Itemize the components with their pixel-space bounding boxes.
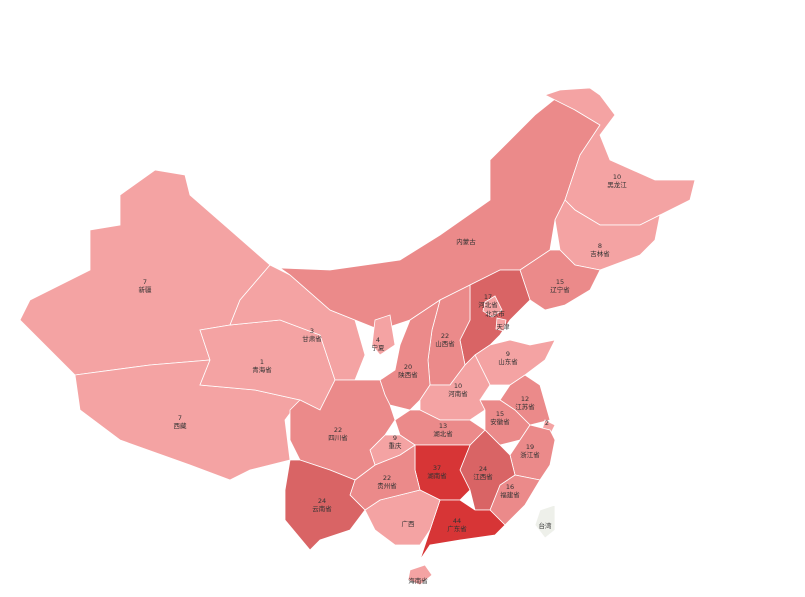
province-value: 19: [526, 443, 534, 451]
province-name: 甘肃省: [302, 334, 322, 343]
province-value: 17: [484, 293, 492, 301]
province-name: 江苏省: [515, 402, 535, 411]
province-ningxia[interactable]: [371, 314, 396, 356]
province-yunnan[interactable]: [284, 459, 366, 551]
province-value: 7: [178, 414, 182, 422]
province-value: 1: [260, 358, 264, 366]
province-value: 24: [479, 465, 487, 473]
province-value: 20: [404, 363, 412, 371]
province-name: 四川省: [328, 433, 348, 442]
province-value: 9: [393, 434, 397, 442]
province-name: 内蒙古: [456, 237, 476, 246]
province-name: 黑龙江: [607, 180, 627, 189]
province-name: 台湾: [539, 521, 553, 530]
province-name: 山西省: [435, 339, 455, 348]
province-value: 3: [310, 327, 314, 335]
province-name: 云南省: [312, 504, 332, 513]
province-name: 北京市: [485, 309, 505, 318]
province-name: 湖南省: [427, 471, 447, 480]
province-value: 37: [433, 464, 441, 472]
province-name: 山东省: [498, 357, 518, 366]
province-value: 10: [454, 382, 462, 390]
province-beijing[interactable]: [482, 295, 503, 318]
province-name: 贵州省: [377, 481, 397, 490]
province-value: 44: [453, 517, 461, 525]
province-shandong[interactable]: [474, 339, 556, 386]
province-value: 10: [613, 173, 621, 181]
province-value: 7: [143, 278, 147, 286]
province-name: 重庆: [389, 441, 403, 450]
province-name: 广东省: [447, 524, 467, 533]
province-name: 河北省: [478, 300, 498, 309]
province-name: 青海省: [252, 365, 272, 374]
province-name: 新疆: [139, 285, 153, 294]
province-value: 22: [441, 332, 449, 340]
province-value: 15: [556, 278, 564, 286]
province-hainan[interactable]: [407, 564, 433, 586]
province-name: 福建省: [500, 490, 520, 499]
province-value: 8: [598, 242, 602, 250]
province-value: 9: [506, 350, 510, 358]
province-name: 河南省: [448, 389, 468, 398]
province-name: 海南省: [408, 576, 428, 585]
province-gansu[interactable]: [229, 264, 366, 381]
province-value: 13: [439, 422, 447, 430]
province-name: 广西: [402, 519, 416, 528]
province-name: 浙江省: [520, 450, 540, 459]
province-name: 安徽省: [490, 417, 510, 426]
province-name: 湖北省: [433, 429, 453, 438]
province-value: 4: [376, 336, 380, 344]
province-value: 2: [545, 419, 549, 427]
province-guangdong[interactable]: [419, 499, 506, 561]
province-name: 西藏: [174, 421, 188, 430]
province-jilin[interactable]: [554, 199, 661, 271]
province-value: 22: [383, 474, 391, 482]
province-value: 22: [334, 426, 342, 434]
province-taiwan[interactable]: [534, 504, 556, 539]
province-value: 16: [506, 483, 514, 491]
province-shapes: [19, 87, 696, 586]
province-value: 24: [318, 497, 326, 505]
province-tianjin[interactable]: [495, 317, 507, 332]
province-name: 天津: [497, 323, 511, 331]
province-value: 15: [496, 410, 504, 418]
province-name: 宁夏: [372, 343, 386, 352]
province-labels: 7新疆7西藏1青海省3甘肃省内蒙古10黑龙江8吉林省15辽宁省17河北省北京市天…: [139, 173, 628, 585]
province-value: 12: [521, 395, 529, 403]
province-name: 吉林省: [590, 249, 610, 258]
province-name: 辽宁省: [550, 285, 570, 294]
province-name: 陕西省: [398, 370, 418, 379]
province-name: 江西省: [473, 472, 493, 481]
